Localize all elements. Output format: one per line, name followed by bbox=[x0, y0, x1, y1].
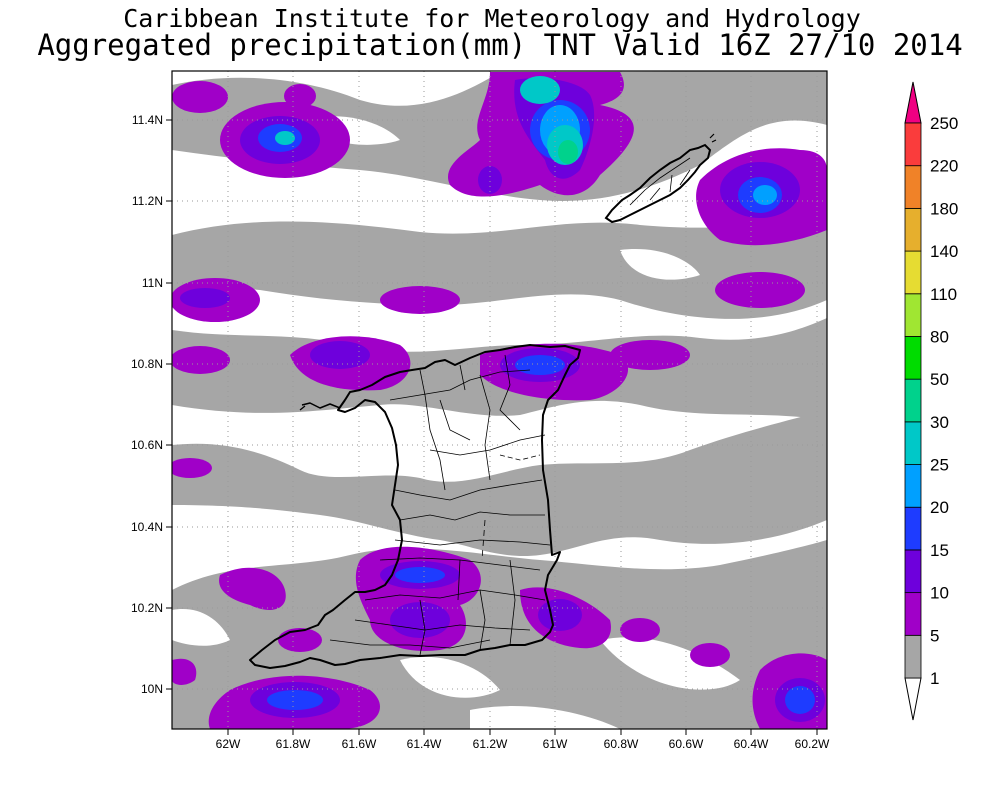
colorbar-segment bbox=[904, 592, 922, 636]
lat-tick-label: 10N bbox=[141, 682, 163, 696]
grid-lines bbox=[172, 71, 827, 729]
lat-tick-label: 10.6N bbox=[131, 438, 163, 452]
colorbar-segment bbox=[904, 250, 922, 295]
colorbar-segment bbox=[904, 165, 922, 209]
colorbar-label: 140 bbox=[930, 242, 958, 261]
lat-tick-label: 11.2N bbox=[132, 194, 163, 208]
map-title: Caribbean Institute for Meteorology and … bbox=[123, 4, 861, 33]
colorbar-label: 10 bbox=[930, 584, 949, 603]
colorbar-label: 30 bbox=[930, 413, 949, 432]
colorbar-label: 250 bbox=[930, 114, 958, 133]
colorbar-segment bbox=[904, 122, 922, 167]
lon-tick-label: 61.6W bbox=[342, 737, 377, 751]
colorbar-top-arrow bbox=[904, 81, 922, 124]
lon-tick-label: 60.8W bbox=[604, 737, 639, 751]
lon-tick-label: 61W bbox=[543, 737, 568, 751]
colorbar-label: 50 bbox=[930, 370, 949, 389]
plot-border bbox=[171, 70, 828, 730]
colorbar-bottom-arrow bbox=[904, 677, 922, 721]
colorbar-label: 220 bbox=[930, 157, 958, 176]
lat-tick-label: 11.4N bbox=[132, 113, 163, 127]
colorbar-label: 20 bbox=[930, 498, 949, 517]
tobago-outline bbox=[604, 133, 717, 224]
lon-tick-label: 61.2W bbox=[473, 737, 508, 751]
lon-tick-label: 61.4W bbox=[407, 737, 442, 751]
lon-tick-label: 61.8W bbox=[276, 737, 311, 751]
trinidad-interior-boundaries bbox=[329, 354, 551, 656]
colorbar-segment bbox=[904, 421, 922, 465]
precip-gaps bbox=[172, 116, 740, 729]
precip-band-25-50mm bbox=[275, 76, 583, 165]
axis-ticks bbox=[166, 119, 818, 735]
colorbar-segment bbox=[904, 378, 922, 423]
colorbar-segment bbox=[904, 293, 922, 337]
colorbar-segment bbox=[904, 634, 922, 679]
lat-tick-label: 10.2N bbox=[131, 601, 163, 615]
colorbar-segment bbox=[904, 207, 922, 252]
colorbar-label: 5 bbox=[930, 626, 939, 645]
colorbar-label: 1 bbox=[930, 669, 939, 688]
colorbar-segment bbox=[904, 549, 922, 594]
longitude-labels: 62W 61.8W 61.6W 61.4W 61.2W 61W 60.8W 60… bbox=[216, 737, 830, 751]
colorbar-label: 15 bbox=[930, 541, 949, 560]
lon-tick-label: 60.4W bbox=[734, 737, 769, 751]
colorbar-segment bbox=[904, 336, 922, 380]
map-subtitle: Aggregated precipitation(mm) TNT Valid 1… bbox=[37, 28, 963, 62]
colorbar-segment bbox=[904, 506, 922, 551]
colorbar-label: 25 bbox=[930, 456, 949, 475]
lat-tick-label: 10.4N bbox=[131, 520, 163, 534]
colorbar-label: 110 bbox=[930, 285, 957, 304]
lon-tick-label: 60.6W bbox=[669, 737, 704, 751]
trinidad-outline bbox=[249, 344, 581, 669]
colorbar-segment bbox=[904, 464, 922, 508]
precipitation-field bbox=[172, 71, 827, 729]
lon-tick-label: 60.2W bbox=[795, 737, 830, 751]
colorbar-label: 180 bbox=[930, 199, 958, 218]
lat-tick-label: 11N bbox=[142, 276, 163, 290]
lon-tick-label: 62W bbox=[216, 737, 241, 751]
lat-tick-label: 10.8N bbox=[131, 357, 163, 371]
latitude-labels: 11.4N 11.2N 11N 10.8N 10.6N 10.4N 10.2N … bbox=[131, 113, 163, 696]
colorbar-label: 80 bbox=[930, 327, 949, 346]
